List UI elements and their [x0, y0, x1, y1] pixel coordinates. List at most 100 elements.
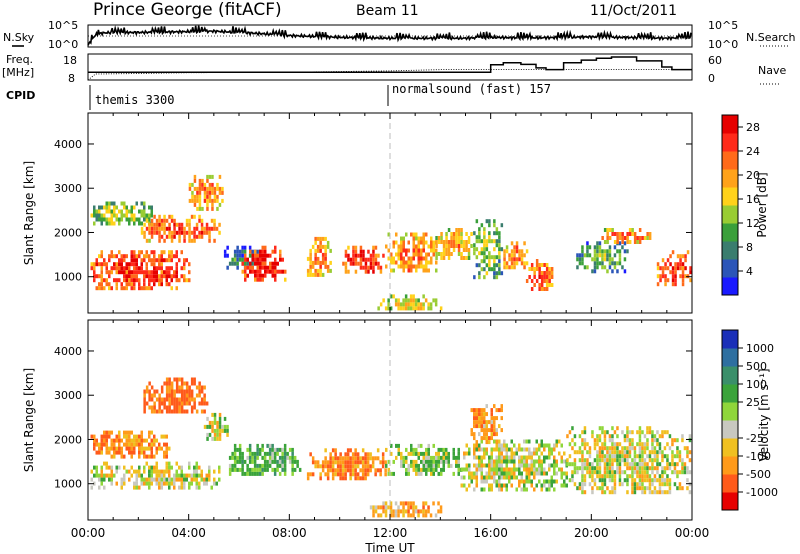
- data-cell: [208, 477, 211, 482]
- data-cell: [480, 420, 483, 425]
- data-cell: [145, 238, 149, 243]
- data-cell: [658, 482, 662, 487]
- data-cell: [253, 455, 257, 460]
- data-cell: [195, 477, 198, 482]
- data-cell: [405, 455, 408, 460]
- data-cell: [218, 432, 222, 437]
- data-cell: [173, 401, 176, 406]
- data-cell: [407, 260, 410, 265]
- data-cell: [483, 227, 486, 232]
- data-cell: [221, 424, 224, 429]
- data-cell: [437, 459, 440, 464]
- data-cell: [480, 424, 483, 429]
- data-cell: [251, 253, 254, 258]
- data-cell: [583, 462, 587, 467]
- data-cell: [427, 505, 430, 510]
- data-cell: [349, 460, 352, 465]
- data-cell: [264, 269, 267, 274]
- data-cell: [611, 257, 614, 262]
- data-cell: [518, 459, 521, 464]
- data-cell: [369, 468, 372, 473]
- data-cell: [407, 513, 410, 518]
- data-cell: [108, 446, 111, 451]
- data-cell: [170, 381, 174, 386]
- data-cell: [470, 479, 473, 484]
- data-cell: [430, 248, 433, 253]
- data-cell: [596, 442, 599, 447]
- data-cell: [354, 452, 357, 457]
- data-cell: [432, 455, 435, 460]
- data-cell: [513, 475, 516, 480]
- data-cell: [405, 467, 408, 472]
- data-cell: [273, 455, 277, 460]
- data-cell: [437, 240, 441, 244]
- data-cell: [628, 462, 632, 467]
- data-cell: [427, 443, 430, 448]
- data-cell: [626, 446, 629, 451]
- data-cell: [319, 472, 322, 477]
- data-cell: [138, 450, 141, 455]
- data-cell: [606, 228, 609, 232]
- data-cell: [601, 454, 604, 459]
- data-cell: [548, 283, 551, 287]
- data-cell: [200, 234, 204, 239]
- data-cell: [256, 249, 259, 254]
- data-cell: [520, 261, 524, 266]
- data-cell: [278, 455, 282, 460]
- data-cell: [236, 249, 239, 254]
- data-cell: [165, 434, 168, 439]
- data-cell: [493, 231, 496, 236]
- data-cell: [419, 306, 423, 311]
- data-cell: [415, 459, 418, 464]
- data-cell: [510, 451, 513, 456]
- data-cell: [548, 267, 551, 271]
- data-cell: [606, 458, 609, 463]
- data-cell: [457, 447, 460, 452]
- data-cell: [447, 248, 451, 252]
- data-cell: [432, 501, 435, 506]
- data-cell: [646, 478, 649, 483]
- data-cell: [623, 458, 627, 463]
- data-cell: [679, 262, 682, 267]
- data-cell: [180, 230, 184, 235]
- data-cell: [135, 469, 138, 474]
- data-cell: [596, 458, 599, 463]
- data-cell: [616, 269, 619, 274]
- data-cell: [158, 234, 161, 239]
- data-cell: [271, 273, 274, 278]
- data-cell: [115, 450, 118, 455]
- data-cell: [148, 477, 151, 482]
- data-cell: [128, 217, 131, 222]
- data-cell: [100, 205, 103, 210]
- data-cell: [400, 451, 403, 456]
- data-cell: [200, 389, 204, 394]
- data-cell: [203, 385, 206, 390]
- data-cell: [140, 442, 143, 447]
- data-cell: [251, 257, 254, 262]
- data-cell: [143, 282, 146, 287]
- data-cell: [155, 270, 158, 275]
- data-cell: [354, 468, 357, 473]
- data-cell: [485, 412, 488, 417]
- data-cell: [676, 470, 679, 475]
- data-cell: [533, 271, 536, 275]
- data-cell: [613, 245, 617, 250]
- data-cell: [488, 239, 491, 244]
- data-cell: [656, 490, 659, 495]
- data-cell: [478, 420, 481, 425]
- data-cell: [495, 432, 498, 437]
- data-cell: [608, 446, 612, 451]
- data-cell: [359, 249, 363, 254]
- data-cell: [115, 438, 118, 443]
- data-cell: [596, 438, 599, 443]
- data-cell: [123, 258, 126, 263]
- data-cell: [259, 265, 262, 270]
- data-cell: [188, 278, 191, 283]
- data-cell: [123, 430, 126, 435]
- data-cell: [445, 240, 448, 244]
- data-cell: [188, 186, 192, 191]
- data-cell: [397, 264, 400, 269]
- data-cell: [638, 486, 642, 491]
- data-cell: [495, 243, 499, 248]
- data-cell: [138, 221, 141, 226]
